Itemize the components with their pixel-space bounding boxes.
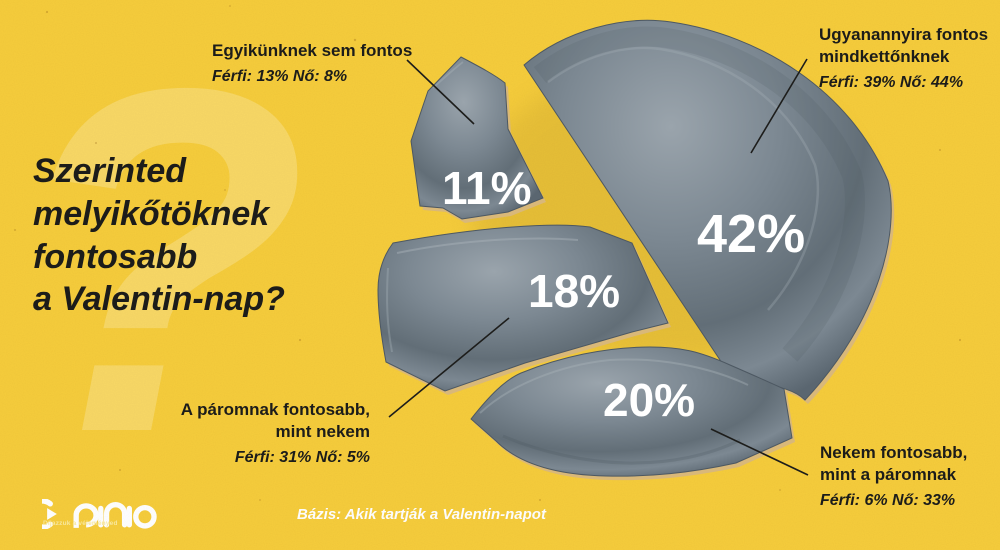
svg-text:18%: 18% xyxy=(528,265,620,317)
svg-text:20%: 20% xyxy=(603,374,695,426)
svg-text:11%: 11% xyxy=(442,162,532,214)
svg-text:42%: 42% xyxy=(697,204,805,264)
